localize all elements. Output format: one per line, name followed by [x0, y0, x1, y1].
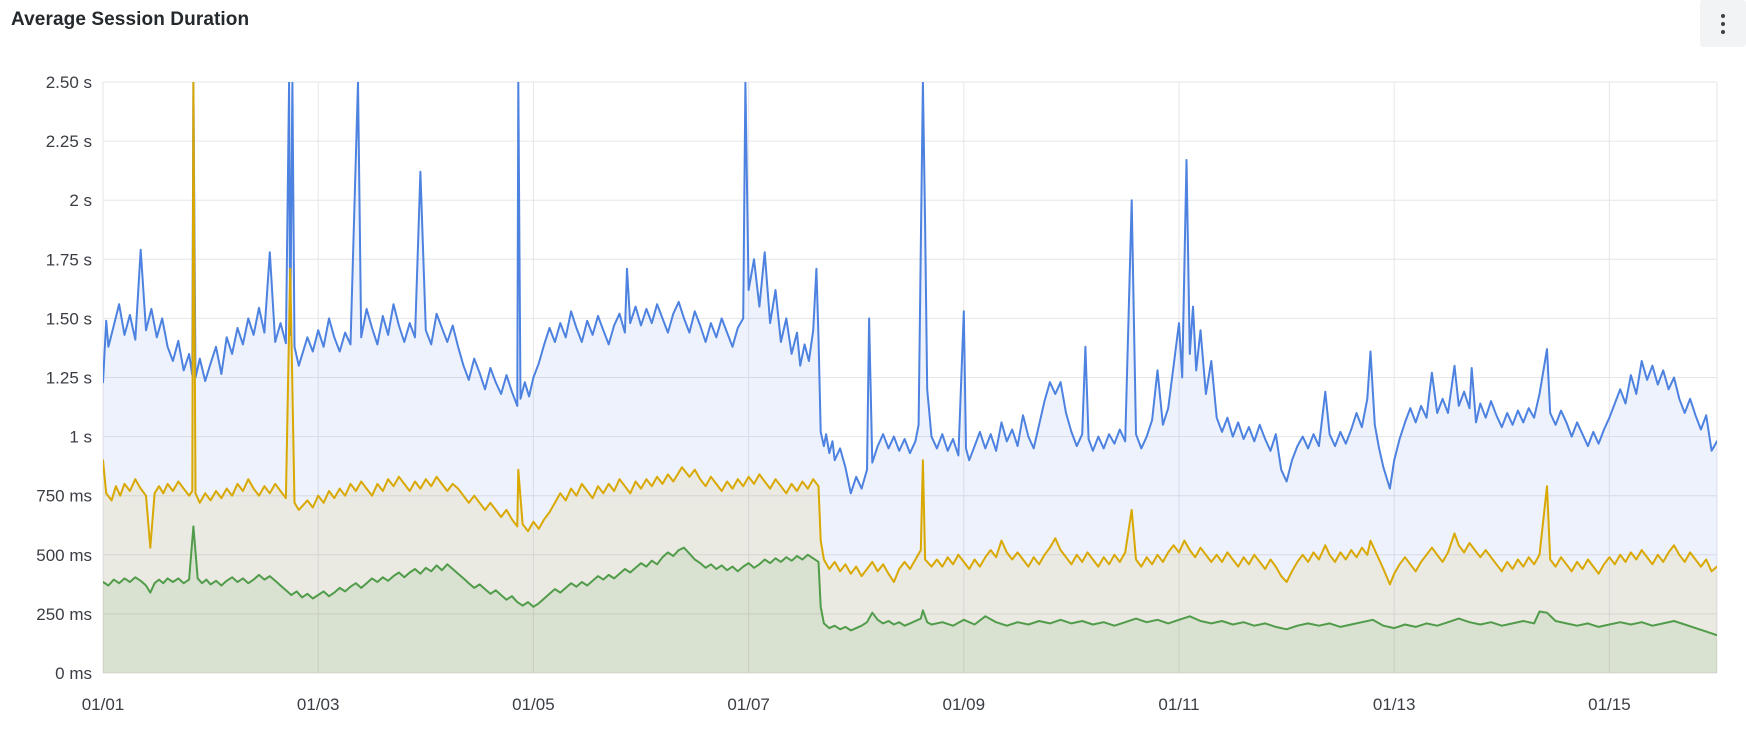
- y-tick-label: 1 s: [69, 428, 92, 447]
- series-areas: [103, 82, 1717, 673]
- x-tick-label: 01/09: [943, 695, 986, 714]
- panel-title: Average Session Duration: [11, 9, 250, 30]
- y-tick-label: 1.75 s: [46, 250, 92, 269]
- series-green-line: [103, 525, 1717, 637]
- y-tick-label: 1.25 s: [46, 369, 92, 388]
- x-tick-label: 01/03: [297, 695, 340, 714]
- x-tick-label: 01/15: [1588, 695, 1631, 714]
- panel-menu-button[interactable]: [1700, 0, 1746, 47]
- x-tick-label: 01/05: [512, 695, 555, 714]
- series-lines: [103, 82, 1717, 637]
- x-axis-labels: 01/01 01/03 01/05 01/07 01/09 01/11 01/13 01/15: [82, 695, 1631, 714]
- series-blue-area: [103, 82, 1717, 673]
- y-tick-label: 2.50 s: [46, 73, 92, 92]
- series-yellow-area: [103, 82, 1717, 673]
- panel-header: Average Session Duration: [0, 0, 1746, 47]
- plot-area[interactable]: [103, 82, 1717, 673]
- y-tick-label: 750 ms: [36, 487, 92, 506]
- y-tick-label: 1.50 s: [46, 309, 92, 328]
- gridlines: [102, 81, 1718, 674]
- y-tick-label: 2 s: [69, 191, 92, 210]
- kebab-vertical-icon: [1720, 13, 1726, 19]
- x-tick-label: 01/11: [1158, 695, 1199, 714]
- x-tick-label: 01/13: [1373, 695, 1416, 714]
- y-tick-label: 2.25 s: [46, 132, 92, 151]
- series-blue-line: [103, 82, 1717, 495]
- y-tick-label: 0 ms: [55, 664, 92, 683]
- series-green-area: [103, 526, 1717, 673]
- series-yellow-line: [103, 82, 1717, 586]
- y-tick-label: 250 ms: [36, 605, 92, 624]
- x-tick-label: 01/07: [727, 695, 770, 714]
- x-tick-label: 01/01: [82, 695, 125, 714]
- y-tick-label: 500 ms: [36, 546, 92, 565]
- y-axis-labels: 0 ms 250 ms 500 ms 750 ms 1 s 1.25 s 1.50 s 1.7…: [36, 73, 92, 683]
